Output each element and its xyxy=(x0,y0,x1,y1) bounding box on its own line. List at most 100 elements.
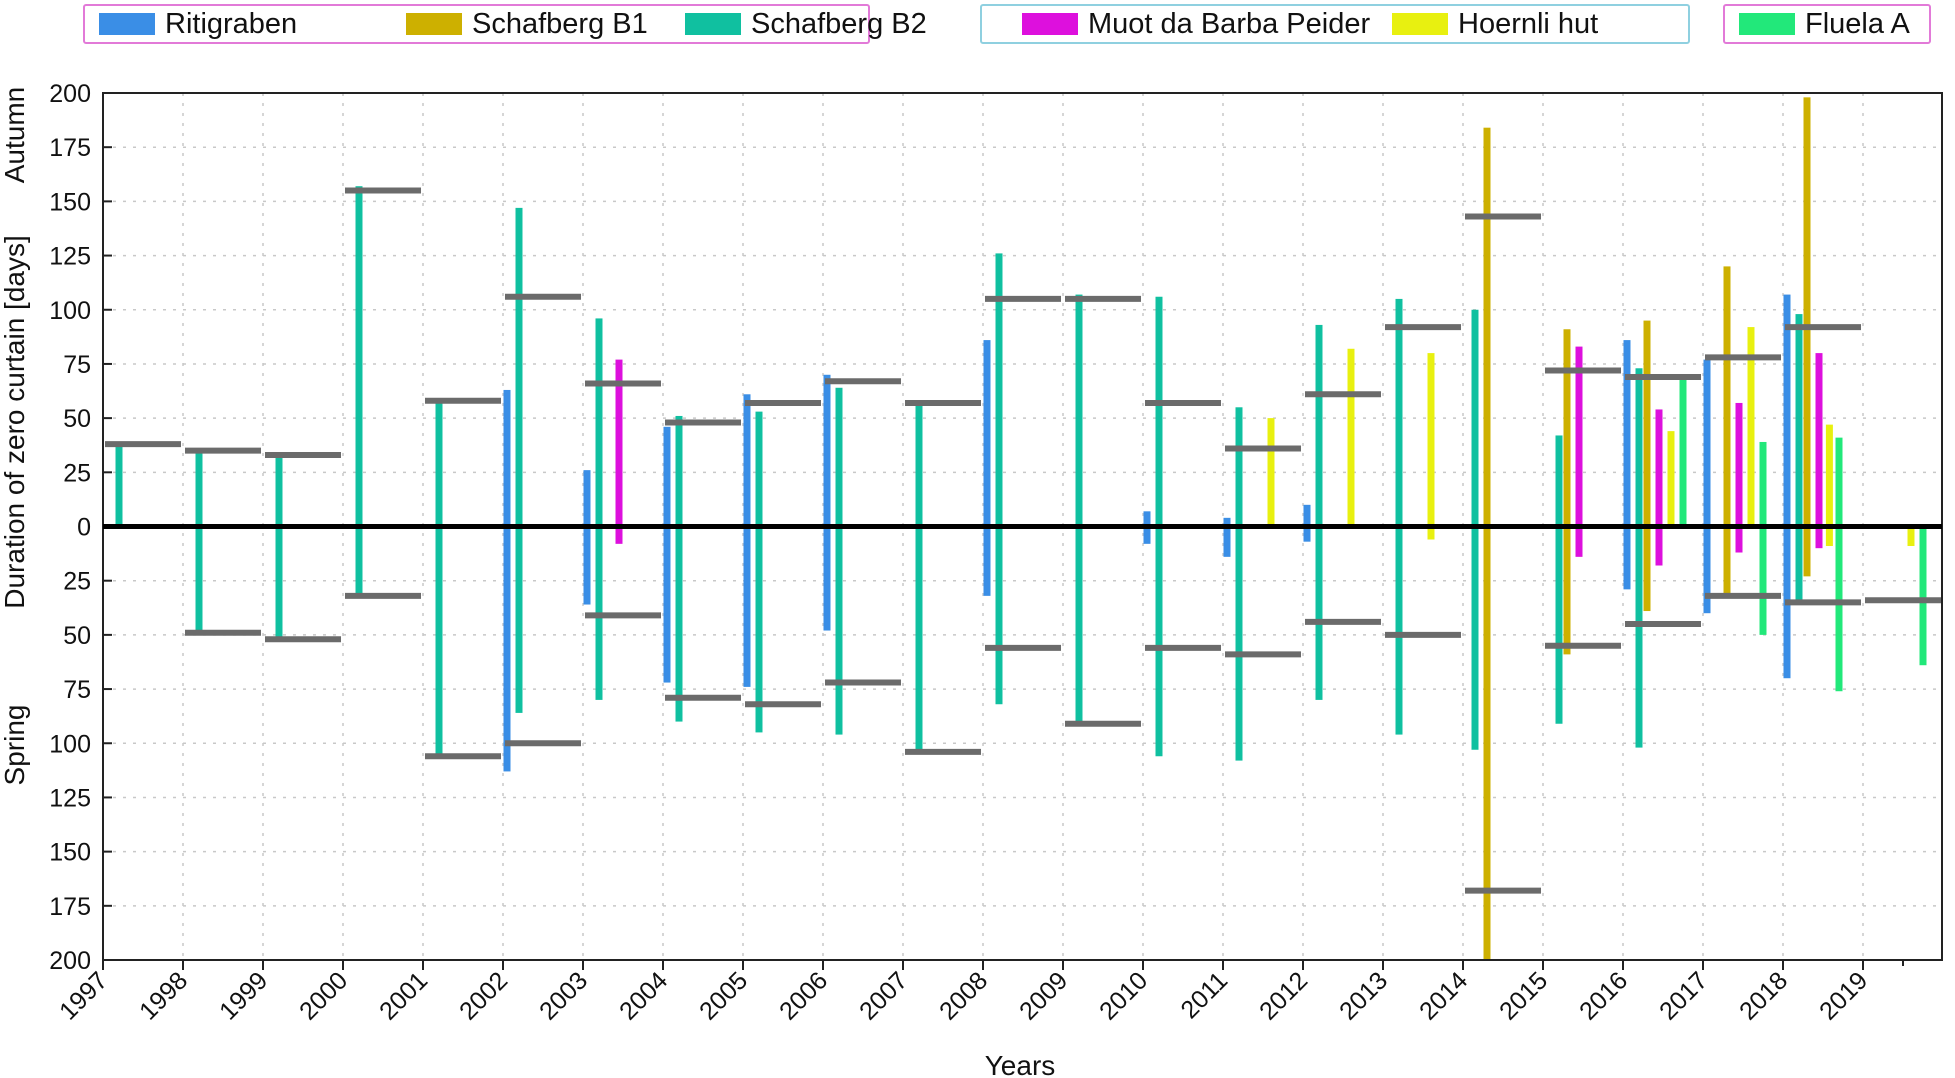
x-tick-label: 2004 xyxy=(614,966,673,1025)
bar-schafberg-b2 xyxy=(1471,309,1479,750)
bar-muot-da-barba-peider xyxy=(1815,353,1823,549)
bar-hoernli-hut xyxy=(1907,526,1915,547)
x-tick-label: 2015 xyxy=(1494,966,1553,1025)
bar-fluela-a xyxy=(1835,437,1843,692)
bar-hoernli-hut xyxy=(1347,348,1355,527)
y-axis-label: Duration of zero curtain [days] xyxy=(0,235,30,609)
y-tick-label: 200 xyxy=(49,947,91,975)
y-axis-label-spring: Spring xyxy=(0,705,30,786)
x-tick-label: 1997 xyxy=(54,966,113,1025)
y-tick-label: 0 xyxy=(77,514,91,542)
y-tick-label: 125 xyxy=(49,784,91,812)
bar-ritigraben xyxy=(823,374,831,631)
bar-ritigraben xyxy=(1783,294,1791,679)
bar-muot-da-barba-peider xyxy=(1575,346,1583,557)
bar-schafberg-b2 xyxy=(275,452,283,640)
x-tick-label: 2009 xyxy=(1014,966,1073,1025)
y-tick-label: 75 xyxy=(63,676,91,704)
bar-schafberg-b2 xyxy=(115,444,123,527)
x-tick-label: 2001 xyxy=(374,966,433,1025)
legend-label: Muot da Barba Peider xyxy=(1088,7,1371,40)
axes: 200 175 150 125 100 75 50 25 0 25 50 75 100 125 150 175… xyxy=(49,80,1943,1026)
x-tick-label: 1999 xyxy=(214,966,273,1025)
legend-item: Schafberg B1 xyxy=(406,6,648,42)
x-tick-label: 2003 xyxy=(534,966,593,1025)
y-tick-label: 50 xyxy=(63,405,91,433)
legend-item: Ritigraben xyxy=(99,6,297,42)
legend-item: Fluela A xyxy=(1739,6,1910,42)
bar-fluela-a xyxy=(1759,441,1767,635)
legend-group: Muot da Barba Peider Hoernli hut xyxy=(980,4,1690,44)
x-tick-label: 2013 xyxy=(1334,966,1393,1025)
bar-schafberg-b1 xyxy=(1483,127,1491,961)
bar-schafberg-b2 xyxy=(1555,435,1563,724)
bar-schafberg-b1 xyxy=(1563,329,1571,655)
bar-schafberg-b2 xyxy=(595,318,603,700)
legend-swatch xyxy=(685,13,741,35)
bar-schafberg-b2 xyxy=(1075,294,1083,726)
bar-schafberg-b2 xyxy=(435,400,443,757)
bar-ritigraben xyxy=(983,340,991,596)
y-tick-label: 50 xyxy=(63,622,91,650)
legend-swatch xyxy=(99,13,155,35)
legend-label: Fluela A xyxy=(1805,7,1910,40)
x-tick-label: 2018 xyxy=(1734,966,1793,1025)
y-tick-label: 25 xyxy=(63,459,91,487)
bar-schafberg-b2 xyxy=(1795,314,1803,603)
bar-hoernli-hut xyxy=(1825,424,1833,547)
y-tick-label: 100 xyxy=(49,297,91,325)
bar-schafberg-b2 xyxy=(1235,407,1243,761)
x-tick-label: 2014 xyxy=(1414,966,1473,1025)
x-tick-label: 2007 xyxy=(854,966,913,1025)
y-tick-label: 100 xyxy=(49,730,91,758)
legend-label: Hoernli hut xyxy=(1458,7,1599,40)
bar-ritigraben xyxy=(1223,517,1231,557)
y-tick-label: 125 xyxy=(49,243,91,271)
x-axis-label: Years xyxy=(985,1050,1056,1078)
bar-hoernli-hut xyxy=(1747,327,1755,527)
x-tick-label: 1998 xyxy=(134,966,193,1025)
legend-swatch xyxy=(1739,13,1795,35)
legend-item: Hoernli hut xyxy=(1392,6,1598,42)
x-tick-label: 2005 xyxy=(694,966,753,1025)
bar-schafberg-b2 xyxy=(355,186,363,596)
legend-group: Fluela A xyxy=(1723,4,1931,44)
y-tick-label: 175 xyxy=(49,893,91,921)
legend-label: Schafberg B1 xyxy=(472,7,648,40)
bar-schafberg-b1 xyxy=(1723,266,1731,594)
bar-schafberg-b2 xyxy=(915,402,923,752)
bar-hoernli-hut xyxy=(1427,353,1435,540)
x-tick-label: 2000 xyxy=(294,966,353,1025)
bar-hoernli-hut xyxy=(1667,431,1675,527)
bar-schafberg-b2 xyxy=(675,415,683,722)
legend-swatch xyxy=(406,13,462,35)
legend-item: Muot da Barba Peider xyxy=(1022,6,1370,42)
bar-schafberg-b2 xyxy=(1395,298,1403,735)
bar-schafberg-b2 xyxy=(515,207,523,713)
bar-muot-da-barba-peider xyxy=(615,359,623,544)
x-tick-label: 2010 xyxy=(1094,966,1153,1025)
bar-ritigraben xyxy=(743,394,751,687)
x-tick-label: 2016 xyxy=(1574,966,1633,1025)
bar-schafberg-b2 xyxy=(1315,324,1323,700)
legend-swatch xyxy=(1392,13,1448,35)
legend-group: Ritigraben Schafberg B1 Schafberg B2 xyxy=(83,4,927,44)
x-tick-label: 2002 xyxy=(454,966,513,1025)
bar-schafberg-b2 xyxy=(195,450,203,635)
bar-schafberg-b1 xyxy=(1803,97,1811,577)
bar-schafberg-b2 xyxy=(755,411,763,733)
x-tick-label: 2012 xyxy=(1254,966,1313,1025)
x-tick-label: 2011 xyxy=(1175,966,1233,1024)
legend-item: Schafberg B2 xyxy=(685,6,927,42)
x-tick-label: 2019 xyxy=(1814,966,1873,1025)
legend-label: Ritigraben xyxy=(165,7,298,40)
y-tick-label: 175 xyxy=(49,134,91,162)
bar-ritigraben xyxy=(1303,504,1311,542)
bar-schafberg-b2 xyxy=(1635,368,1643,748)
bar-fluela-a xyxy=(1919,526,1927,666)
y-tick-label: 75 xyxy=(63,351,91,379)
bar-schafberg-b2 xyxy=(835,387,843,735)
bar-fluela-a xyxy=(1679,379,1687,527)
bar-muot-da-barba-peider xyxy=(1735,402,1743,553)
